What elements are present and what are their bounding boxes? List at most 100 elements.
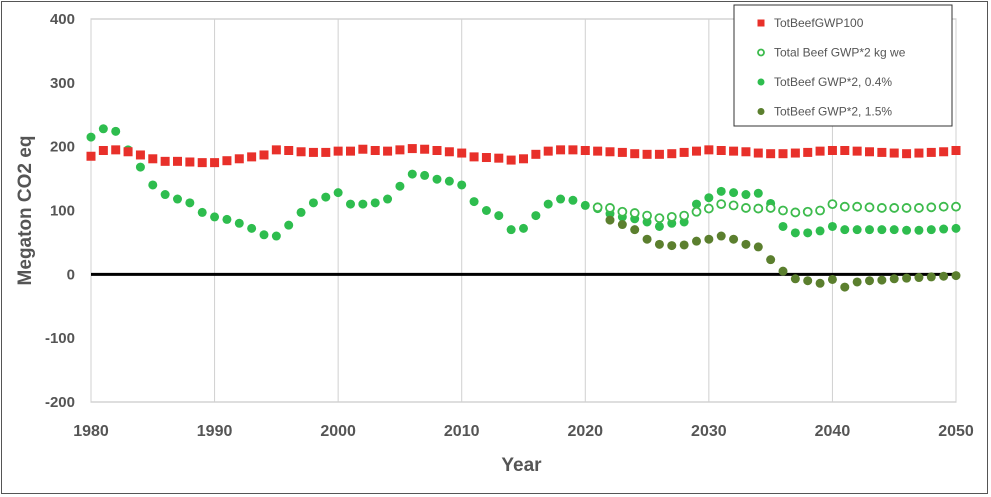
data-point [481,206,491,215]
data-point [247,152,257,162]
data-point [679,240,689,250]
data-point [840,225,850,235]
data-point [852,225,862,235]
data-point [778,149,788,159]
data-point [173,156,182,166]
data-point [778,205,788,216]
data-point [531,211,541,221]
data-point [692,146,701,156]
x-tick-label: 2040 [815,423,851,440]
data-point [889,225,899,235]
data-point [914,203,924,213]
data-point [741,190,751,200]
data-point [98,145,108,155]
legend-marker [757,78,765,86]
data-point [469,197,479,207]
data-point [692,199,701,209]
data-point [481,153,491,163]
data-point [197,158,207,168]
data-point [827,199,838,210]
data-point [667,149,677,159]
data-point [370,198,380,208]
legend-label: TotBeefGWP100 [774,16,864,30]
data-point [407,144,417,154]
data-point [642,149,652,159]
x-tick-label: 2030 [691,423,727,440]
data-point [716,145,726,155]
data-point [506,225,516,235]
data-point [630,225,640,235]
data-point [556,145,566,155]
data-point [803,228,813,238]
data-point [210,158,220,168]
data-point [765,203,776,213]
data-point [741,147,751,157]
data-point [815,278,825,288]
data-point [877,147,887,157]
data-point [865,225,874,235]
data-point [704,193,714,203]
series-0 [86,144,961,168]
data-point [902,149,912,159]
data-point [679,147,689,157]
data-point [284,220,294,230]
data-point [827,221,837,231]
data-point [679,210,690,221]
x-tick-label: 2050 [938,423,974,440]
data-point [926,147,936,157]
data-point [617,206,628,217]
data-point [901,203,912,213]
data-point [865,276,874,286]
data-point [790,148,800,158]
legend-label: Total Beef GWP*2 kg we [774,46,906,60]
data-point [284,145,294,155]
data-point [123,147,133,157]
data-point [160,190,170,200]
data-point [160,156,170,166]
data-point [333,188,343,198]
data-point [296,207,306,217]
data-point [531,149,541,159]
data-point [148,180,158,190]
y-tick-label: 100 [50,203,75,220]
x-axis-label: Year [501,455,542,476]
data-point [457,148,467,158]
y-tick-label: 400 [50,11,75,28]
data-point [321,192,331,202]
data-point [729,234,739,244]
data-point [778,266,788,276]
data-point [592,202,603,213]
data-point [666,211,677,222]
data-point [729,188,739,198]
data-point [827,145,837,155]
data-point [234,154,244,164]
data-point [864,202,875,213]
data-point [395,181,405,191]
data-point [358,199,368,209]
data-point [704,145,714,155]
y-tick-labels: -200 -100 0 100 200 300 400 [45,11,75,411]
data-point [383,194,393,204]
data-point [902,273,912,283]
data-point [580,200,590,210]
data-point [790,207,801,218]
data-point [815,146,825,156]
data-point [939,271,949,281]
data-point [346,146,355,156]
y-tick-label: -200 [45,394,75,411]
data-point [556,194,566,204]
data-point [185,198,195,208]
data-point [803,276,813,286]
data-point [420,144,430,154]
legend-box [733,4,953,127]
data-point [580,145,590,155]
data-point [716,199,727,210]
data-point [617,220,627,230]
data-point [383,146,393,156]
data-point [457,180,467,190]
data-point [506,155,516,165]
data-point [926,225,936,235]
data-point [753,188,763,198]
data-points [86,124,961,292]
